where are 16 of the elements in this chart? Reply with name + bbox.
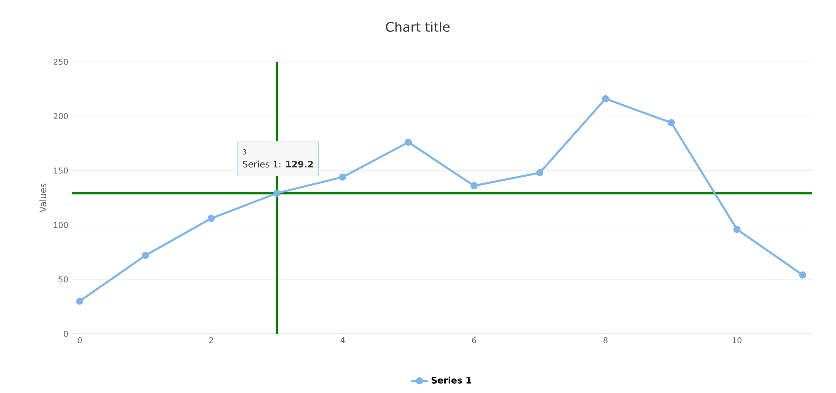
- point: [142, 252, 150, 260]
- y-axis-title: Values: [40, 184, 47, 213]
- point: [470, 182, 478, 190]
- chart-title: Chart title: [386, 22, 450, 32]
- point: [208, 215, 216, 222]
- point: [274, 190, 281, 198]
- point: [339, 174, 346, 181]
- point: [602, 95, 610, 103]
- point: [734, 226, 741, 234]
- point: [799, 272, 807, 279]
- point: [536, 169, 544, 177]
- annotation: Series 1: 129.2: [243, 160, 314, 168]
- legend-label: Series 1: [432, 376, 472, 384]
- point: [76, 298, 84, 305]
- point: [405, 138, 412, 146]
- point: [668, 119, 676, 127]
